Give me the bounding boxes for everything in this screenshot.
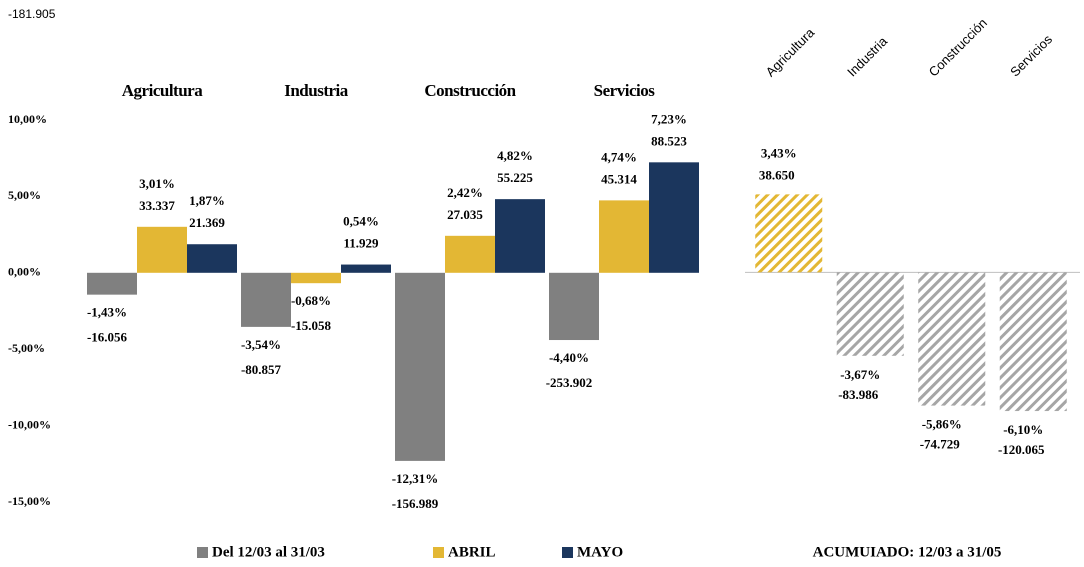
chart-title: ACUMUIADO: 12/03 a 31/05 bbox=[813, 544, 1002, 560]
x-tick-label: Agricultura bbox=[122, 81, 203, 100]
y-tick-label: -5,00% bbox=[8, 341, 45, 355]
bar bbox=[999, 272, 1067, 412]
bar bbox=[649, 162, 699, 273]
count-label: 21.369 bbox=[189, 215, 225, 230]
x-tick-label: Construcción bbox=[424, 81, 516, 100]
data-label: -5,86% bbox=[922, 417, 962, 432]
x-tick-label: Industria bbox=[284, 81, 349, 100]
count-label: 88.523 bbox=[651, 133, 687, 148]
count-label: 45.314 bbox=[601, 171, 637, 186]
x-tick-label: Industria bbox=[844, 33, 890, 79]
data-label: 1,87% bbox=[189, 193, 225, 208]
count-label: -156.989 bbox=[392, 496, 439, 511]
count-label: -253.902 bbox=[546, 375, 593, 390]
y-tick-label: -10,00% bbox=[8, 417, 51, 431]
count-label: 38.650 bbox=[759, 167, 795, 182]
legend-label: ABRIL bbox=[448, 544, 496, 560]
x-tick-label: Servicios bbox=[594, 81, 656, 100]
data-label: -1,43% bbox=[87, 305, 127, 320]
data-label: -0,68% bbox=[291, 293, 331, 308]
legend-swatch bbox=[433, 547, 444, 558]
bar bbox=[241, 272, 291, 327]
data-label: 4,82% bbox=[497, 148, 533, 163]
y-tick-label: 0,00% bbox=[8, 265, 41, 279]
bar bbox=[187, 244, 237, 273]
y-tick-label: 5,00% bbox=[8, 188, 41, 202]
bar bbox=[755, 194, 823, 273]
data-label: 3,43% bbox=[761, 145, 797, 160]
data-label: -12,31% bbox=[392, 471, 439, 486]
data-label: -3,54% bbox=[241, 337, 281, 352]
bar bbox=[395, 272, 445, 461]
x-tick-label: Agricultura bbox=[763, 24, 818, 79]
count-label: -83.986 bbox=[838, 387, 879, 402]
bar bbox=[291, 272, 341, 284]
count-label: -15.058 bbox=[291, 318, 332, 333]
count-label: -120.065 bbox=[998, 442, 1045, 457]
count-label: -16.056 bbox=[87, 330, 128, 345]
bar bbox=[918, 272, 986, 406]
x-tick-label: Construcción bbox=[926, 15, 990, 79]
legend-swatch bbox=[197, 547, 208, 558]
bar bbox=[599, 200, 649, 273]
data-label: -3,67% bbox=[840, 367, 880, 382]
data-label: 0,54% bbox=[343, 214, 379, 229]
data-label: -6,10% bbox=[1003, 422, 1043, 437]
bar bbox=[87, 272, 137, 295]
count-label: 55.225 bbox=[497, 170, 533, 185]
y-tick-label: 10,00% bbox=[8, 112, 47, 126]
count-label: 27.035 bbox=[447, 207, 483, 222]
data-label: 3,01% bbox=[139, 176, 175, 191]
count-label: -80.857 bbox=[241, 362, 282, 377]
bar bbox=[137, 226, 187, 273]
y-tick-label: -15,00% bbox=[8, 494, 51, 508]
legend-swatch bbox=[562, 547, 573, 558]
count-label: 33.337 bbox=[139, 198, 175, 213]
data-label: 2,42% bbox=[447, 185, 483, 200]
count-label: 11.929 bbox=[343, 236, 379, 251]
data-label: 4,74% bbox=[601, 149, 637, 164]
annotation: -181.905 bbox=[8, 7, 56, 21]
bar bbox=[495, 199, 545, 273]
data-label: 7,23% bbox=[651, 111, 687, 126]
count-label: -74.729 bbox=[920, 437, 961, 452]
legend-label: Del 12/03 al 31/03 bbox=[212, 544, 325, 560]
x-tick-label: Servicios bbox=[1007, 31, 1055, 79]
bar bbox=[445, 235, 495, 273]
bar bbox=[549, 272, 599, 341]
data-label: -4,40% bbox=[549, 350, 589, 365]
bar bbox=[836, 272, 904, 356]
bar bbox=[341, 264, 391, 273]
legend-label: MAYO bbox=[577, 544, 623, 560]
